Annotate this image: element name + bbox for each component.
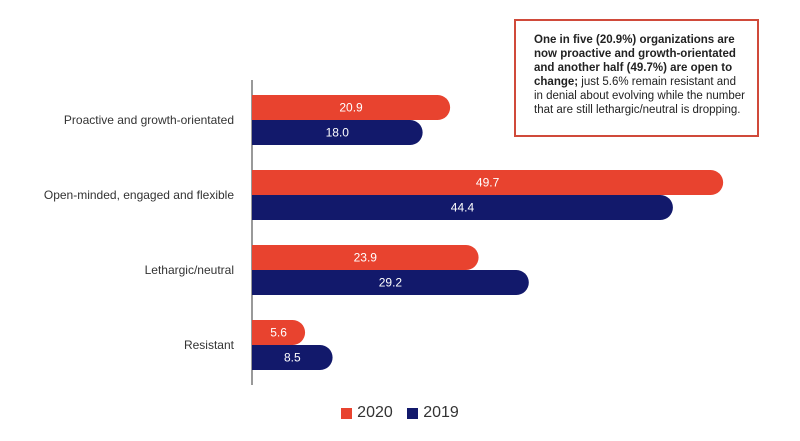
- category-label-proactive-and-growth-orientated: Proactive and growth-orientated: [64, 113, 234, 127]
- legend-item-2020: 2020: [341, 404, 393, 422]
- category-labels: Proactive and growth-orientated Open-mind…: [44, 113, 235, 352]
- legend-swatch-2020: [341, 407, 353, 419]
- bar-value-label-2019-lethargic-neutral: 29.2: [379, 276, 403, 290]
- bar-2020-lethargic-neutral: [252, 245, 479, 270]
- bar-value-label-2019-resistant: 8.5: [284, 351, 301, 365]
- annotation-bold-text: One in five (20.9%) organizations are no…: [534, 34, 736, 88]
- annotation-normal-text: just 5.6% remain resistant and in denial…: [534, 76, 745, 116]
- bar-value-label-2020-open-minded-engaged-and-flexible: 49.7: [476, 176, 500, 190]
- bar-value-label-2019-proactive-and-growth-orientated: 18.0: [326, 126, 350, 140]
- bar-2019-open-minded-engaged-and-flexible: [252, 195, 673, 220]
- legend-label-2019: 2019: [423, 404, 459, 421]
- legend-swatch-2019: [407, 407, 419, 419]
- bar-2019-resistant: [252, 345, 333, 370]
- legend: 2020 2019: [0, 404, 800, 424]
- bars-layer: 20.9 18.0 49.744.4 23.929.2 5.6 8.5: [252, 95, 724, 370]
- category-label-open-minded-engaged-and-flexible: Open-minded, engaged and flexible: [44, 188, 234, 202]
- bar-2020-proactive-and-growth-orientated: [252, 95, 451, 120]
- bar-value-label-2019-open-minded-engaged-and-flexible: 44.4: [451, 201, 475, 215]
- bar-value-label-2020-resistant: 5.6: [270, 326, 287, 340]
- bar-value-label-2020-proactive-and-growth-orientated: 20.9: [339, 101, 363, 115]
- bar-2020-resistant: [252, 320, 306, 345]
- annotation-box: One in five (20.9%) organizations are no…: [514, 19, 759, 137]
- bar-value-label-2020-lethargic-neutral: 23.9: [354, 251, 378, 265]
- category-label-resistant: Resistant: [184, 338, 235, 352]
- legend-label-2020: 2020: [357, 404, 393, 421]
- legend-item-2019: 2019: [407, 404, 459, 422]
- category-label-lethargic-neutral: Lethargic/neutral: [145, 263, 234, 277]
- bar-2020-open-minded-engaged-and-flexible: [252, 170, 724, 195]
- bar-2019-proactive-and-growth-orientated: [252, 120, 423, 145]
- bar-2019-lethargic-neutral: [252, 270, 529, 295]
